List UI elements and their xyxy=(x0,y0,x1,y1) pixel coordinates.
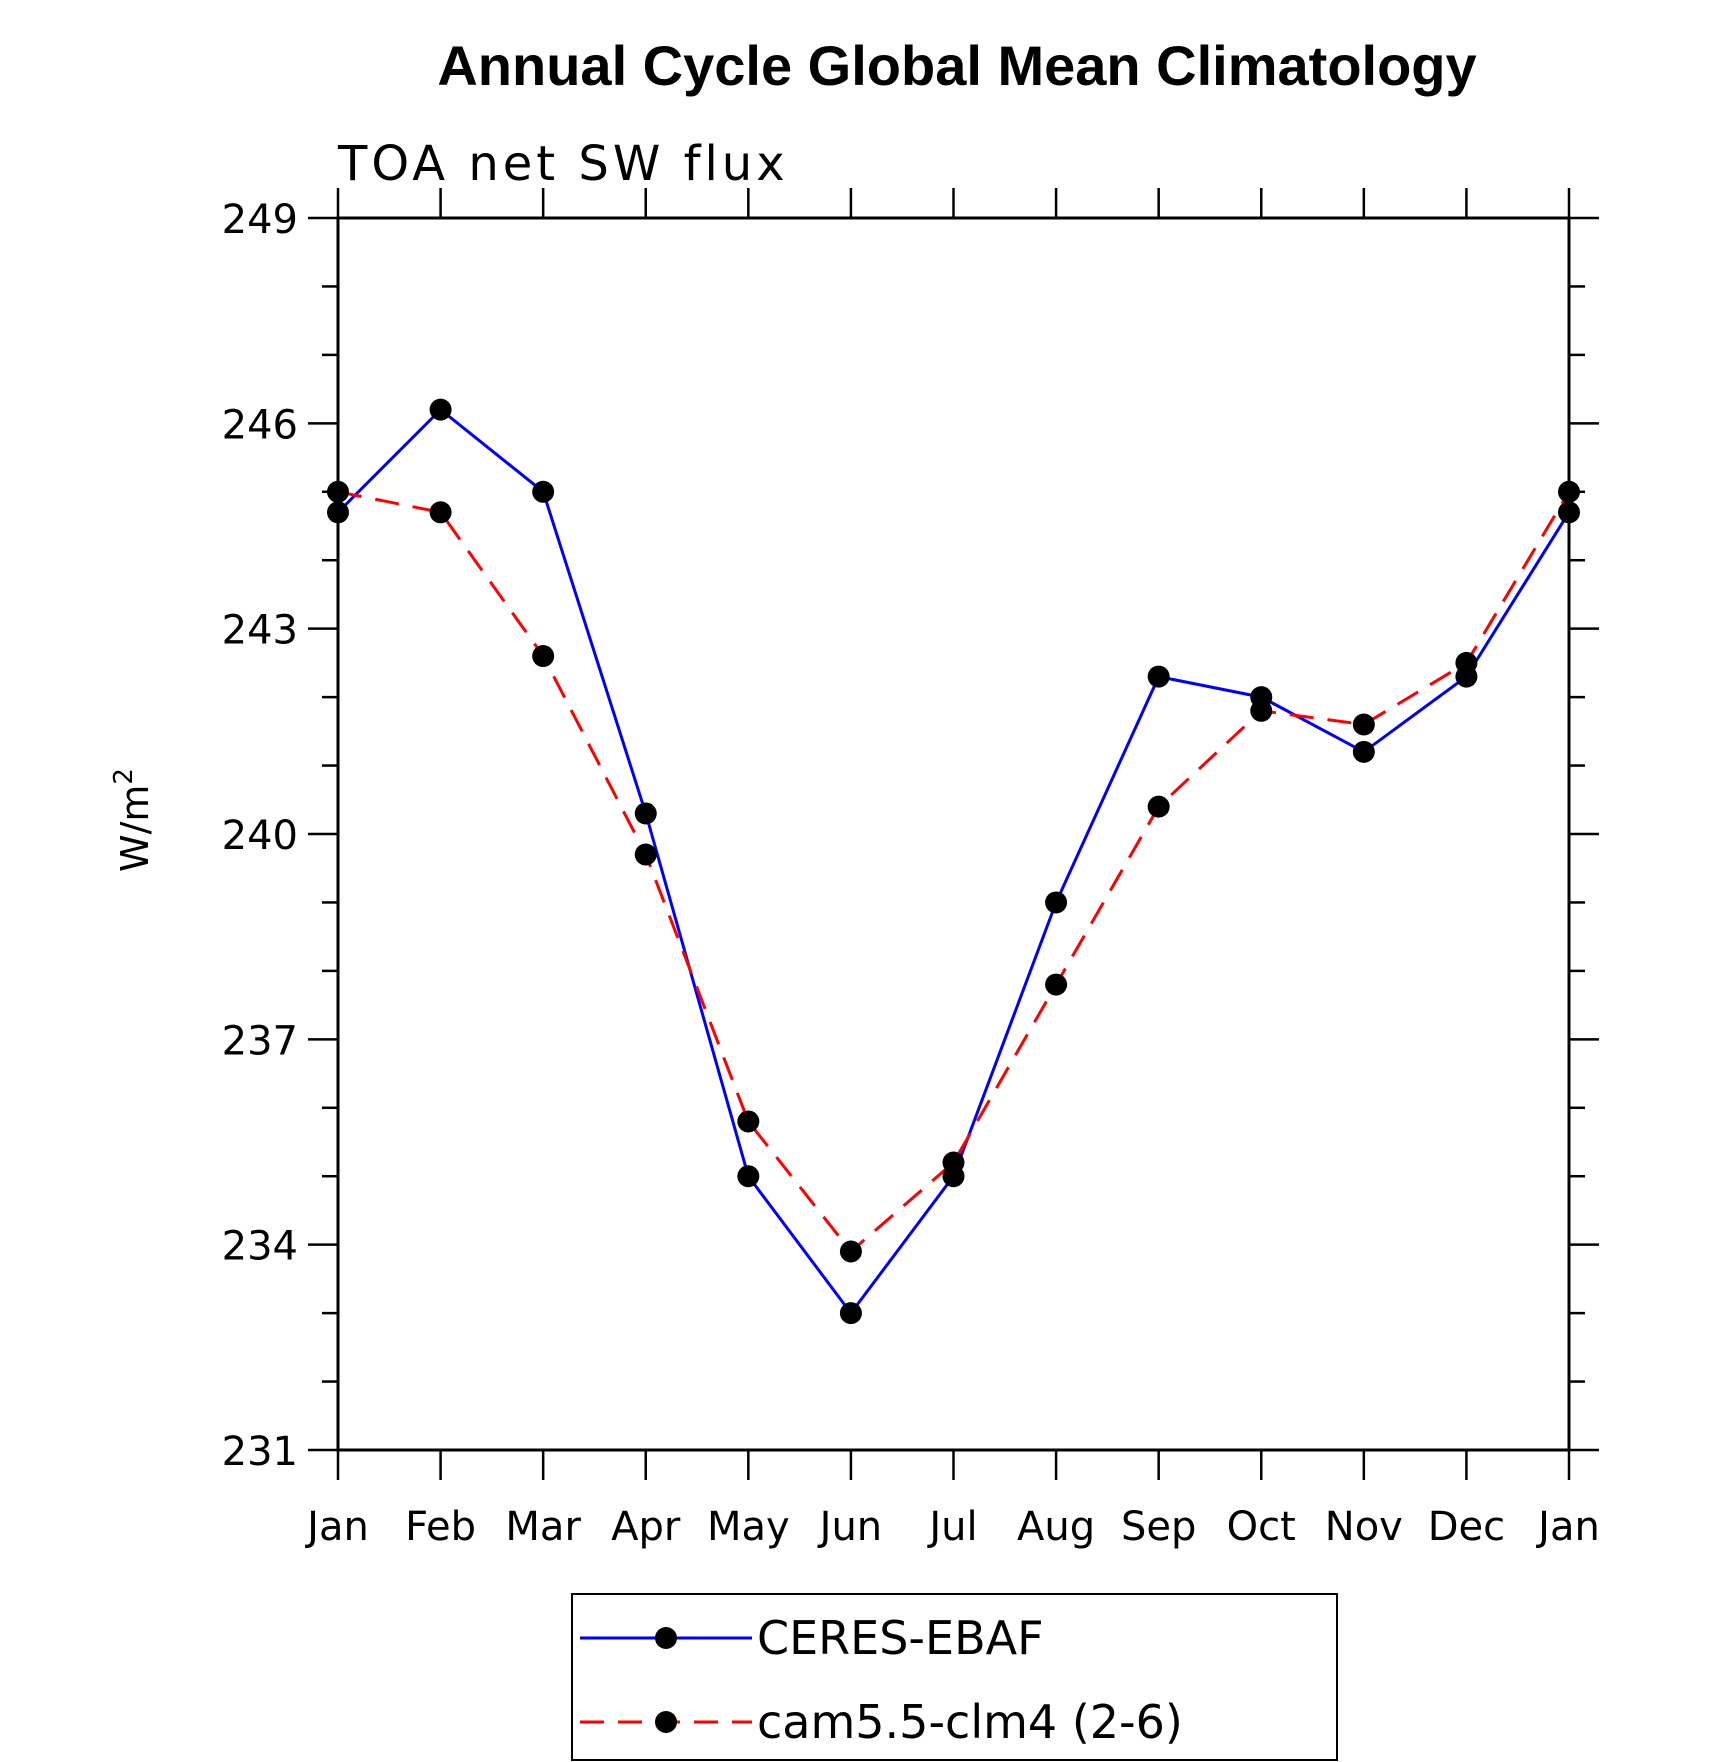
series-0-point xyxy=(532,480,555,503)
series-1-point xyxy=(942,1151,965,1174)
series-0-point xyxy=(429,398,452,421)
series-1-point xyxy=(1147,795,1170,818)
series-1-point xyxy=(634,843,657,866)
y-tick-label: 243 xyxy=(222,608,298,654)
plot-axes: 231 234 237 240 243 246 249 Jan Feb Mar Apr May Jun J… xyxy=(222,188,1600,1550)
plot-frame xyxy=(336,216,1571,1452)
legend-label-0: CERES-EBAF xyxy=(757,1611,1044,1665)
x-tick-label: Jan xyxy=(304,1504,369,1550)
x-tick-label: Dec xyxy=(1428,1504,1505,1550)
series-0-point xyxy=(1352,740,1375,763)
y-tick-label: 231 xyxy=(222,1429,298,1475)
svg-text:W/m2: W/m2 xyxy=(109,768,157,872)
series-1-point xyxy=(1352,713,1375,736)
series-1-point xyxy=(327,480,349,503)
legend-marker-1 xyxy=(655,1711,677,1733)
series-0-point xyxy=(634,802,657,825)
y-tick-label: 237 xyxy=(222,1018,298,1064)
series-0-point xyxy=(1558,501,1580,524)
legend-marker-0 xyxy=(655,1627,677,1649)
series-1-point xyxy=(1250,699,1273,722)
legend-label-1: cam5.5-clm4 (2-6) xyxy=(757,1695,1183,1749)
series-layer xyxy=(327,398,1580,1325)
series-1-point xyxy=(532,645,555,668)
y-tick-label: 249 xyxy=(222,197,298,243)
x-tick-label: Jan xyxy=(1535,1504,1600,1550)
x-tick-label: Apr xyxy=(611,1504,681,1550)
y-axis-label-base: W/m xyxy=(113,785,157,872)
x-tick-label: Jun xyxy=(817,1504,883,1550)
x-tick-label: Aug xyxy=(1017,1504,1095,1550)
y-tick-label: 234 xyxy=(222,1224,298,1270)
series-1-point xyxy=(1455,651,1478,674)
x-tick-label: Mar xyxy=(505,1504,581,1550)
y-tick-label: 240 xyxy=(222,813,298,859)
chart-title: Annual Cycle Global Mean Climatology xyxy=(437,34,1476,97)
y-tick-label: 246 xyxy=(222,402,298,448)
legend: CERES-EBAF cam5.5-clm4 (2-6) xyxy=(571,1593,1338,1761)
series-line-1 xyxy=(337,490,1571,1254)
x-tick-label: Nov xyxy=(1325,1504,1403,1550)
y-axis-label: W/m2 xyxy=(109,768,157,872)
series-1-point xyxy=(737,1110,760,1133)
series-1-point xyxy=(1045,973,1068,996)
series-1-point xyxy=(839,1240,862,1263)
x-tick-label: Jul xyxy=(926,1504,977,1550)
x-tick-label: Feb xyxy=(405,1504,476,1550)
x-tick-label: Oct xyxy=(1227,1504,1296,1550)
chart-subtitle: TOA net SW flux xyxy=(337,136,789,192)
series-0-point xyxy=(327,501,349,524)
series-1-point xyxy=(429,501,452,524)
y-axis-label-superscript: 2 xyxy=(109,768,139,785)
series-0-point xyxy=(839,1302,862,1325)
series-0-point xyxy=(1147,665,1170,688)
series-0-point xyxy=(1045,891,1068,914)
x-tick-label: May xyxy=(707,1504,790,1550)
x-tick-label: Sep xyxy=(1121,1504,1196,1550)
series-0-point xyxy=(737,1165,760,1188)
legend-box xyxy=(571,1593,1338,1761)
series-1-point xyxy=(1558,480,1580,503)
